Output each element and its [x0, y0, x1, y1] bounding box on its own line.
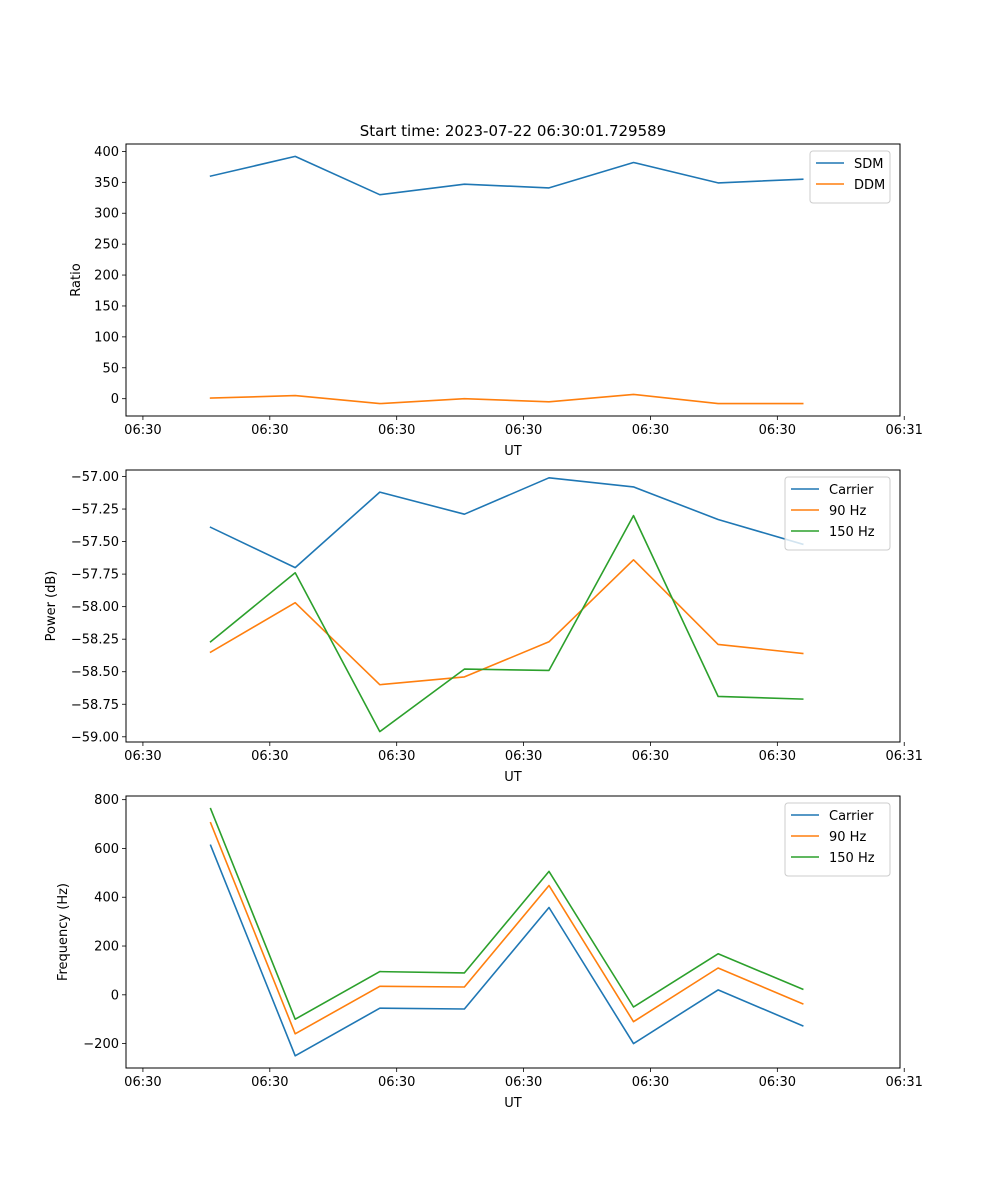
y-tick-label: −58.50 [71, 665, 119, 680]
series-line-150-hz [209, 807, 804, 1021]
x-tick-label: 06:30 [251, 1075, 288, 1090]
legend-label: DDM [854, 178, 885, 193]
y-tick-label: −200 [83, 1037, 119, 1052]
y-tick-label: 0 [111, 392, 119, 407]
series-line-90-hz [209, 821, 804, 1035]
chart-3: 06:30 06:30 06:30 06:30 06:30 06:30 06:31 −200 0… [56, 793, 923, 1111]
series-line-90-hz [209, 558, 804, 686]
y-tick-label: 300 [94, 207, 119, 222]
legend-label: Carrier [829, 483, 874, 498]
x-tick-label: 06:30 [759, 1075, 796, 1090]
x-tick-label: 06:30 [378, 749, 415, 764]
y-tick-label: 200 [94, 940, 119, 955]
legend-label: 150 Hz [829, 851, 875, 866]
x-tick-label: 06:30 [632, 423, 669, 438]
y-tick-label: 100 [94, 330, 119, 345]
x-tick-label: 06:30 [632, 1075, 669, 1090]
x-tick-label: 06:30 [759, 749, 796, 764]
x-tick-label: 06:30 [759, 423, 796, 438]
y-tick-label: −57.00 [71, 470, 119, 485]
legend-label: 90 Hz [829, 504, 866, 519]
x-tick-label: 06:30 [124, 1075, 161, 1090]
legend [809, 150, 891, 204]
x-axis-label: UT [504, 444, 522, 459]
series-line-ddm [209, 393, 804, 405]
x-tick-label: 06:30 [251, 423, 288, 438]
series-line-carrier [209, 476, 804, 569]
y-tick-label: 200 [94, 269, 119, 284]
x-tick-label: 06:30 [124, 749, 161, 764]
legend-label: SDM [854, 157, 883, 172]
axes-frame [125, 795, 901, 1069]
y-axis-label: Ratio [69, 263, 84, 296]
y-tick-label: 800 [94, 793, 119, 808]
y-tick-label: −58.00 [71, 600, 119, 615]
y-axis-label: Power (dB) [44, 571, 59, 642]
x-tick-label: 06:31 [885, 749, 922, 764]
y-tick-label: 400 [94, 891, 119, 906]
y-tick-label: 0 [111, 988, 119, 1003]
x-tick-label: 06:30 [505, 423, 542, 438]
x-tick-label: 06:30 [378, 423, 415, 438]
x-tick-label: 06:31 [885, 423, 922, 438]
y-tick-label: −58.75 [71, 698, 119, 713]
series-line-150-hz [209, 514, 804, 733]
y-tick-label: −58.25 [71, 633, 119, 648]
x-tick-label: 06:30 [124, 423, 161, 438]
x-tick-label: 06:30 [505, 749, 542, 764]
y-tick-label: 50 [102, 361, 119, 376]
x-tick-label: 06:30 [505, 1075, 542, 1090]
y-tick-label: 150 [94, 299, 119, 314]
legend-label: 150 Hz [829, 525, 875, 540]
legend-label: 90 Hz [829, 830, 866, 845]
x-tick-label: 06:30 [251, 749, 288, 764]
y-tick-label: −57.75 [71, 568, 119, 583]
y-tick-label: −57.50 [71, 535, 119, 550]
chart-1: 06:30 06:30 06:30 06:30 06:30 06:30 06:31 0 50 10… [69, 143, 923, 459]
axes-frame [125, 469, 901, 743]
y-tick-label: 350 [94, 176, 119, 191]
x-tick-label: 06:31 [885, 1075, 922, 1090]
x-tick-label: 06:30 [632, 749, 669, 764]
figure-title: Start time: 2023-07-22 06:30:01.729589 [360, 122, 666, 140]
y-tick-label: 400 [94, 145, 119, 160]
y-axis-label: Frequency (Hz) [56, 883, 71, 981]
y-tick-label: −59.00 [71, 730, 119, 745]
series-line-carrier [209, 844, 804, 1057]
legend-label: Carrier [829, 809, 874, 824]
y-tick-label: 600 [94, 842, 119, 857]
chart-2: 06:30 06:30 06:30 06:30 06:30 06:30 06:31 −59.0… [44, 469, 923, 785]
axes-frame [125, 143, 901, 417]
x-tick-label: 06:30 [378, 1075, 415, 1090]
series-line-sdm [209, 155, 804, 196]
x-axis-label: UT [504, 770, 522, 785]
y-tick-label: 250 [94, 238, 119, 253]
x-axis-label: UT [504, 1096, 522, 1111]
y-tick-label: −57.25 [71, 503, 119, 518]
